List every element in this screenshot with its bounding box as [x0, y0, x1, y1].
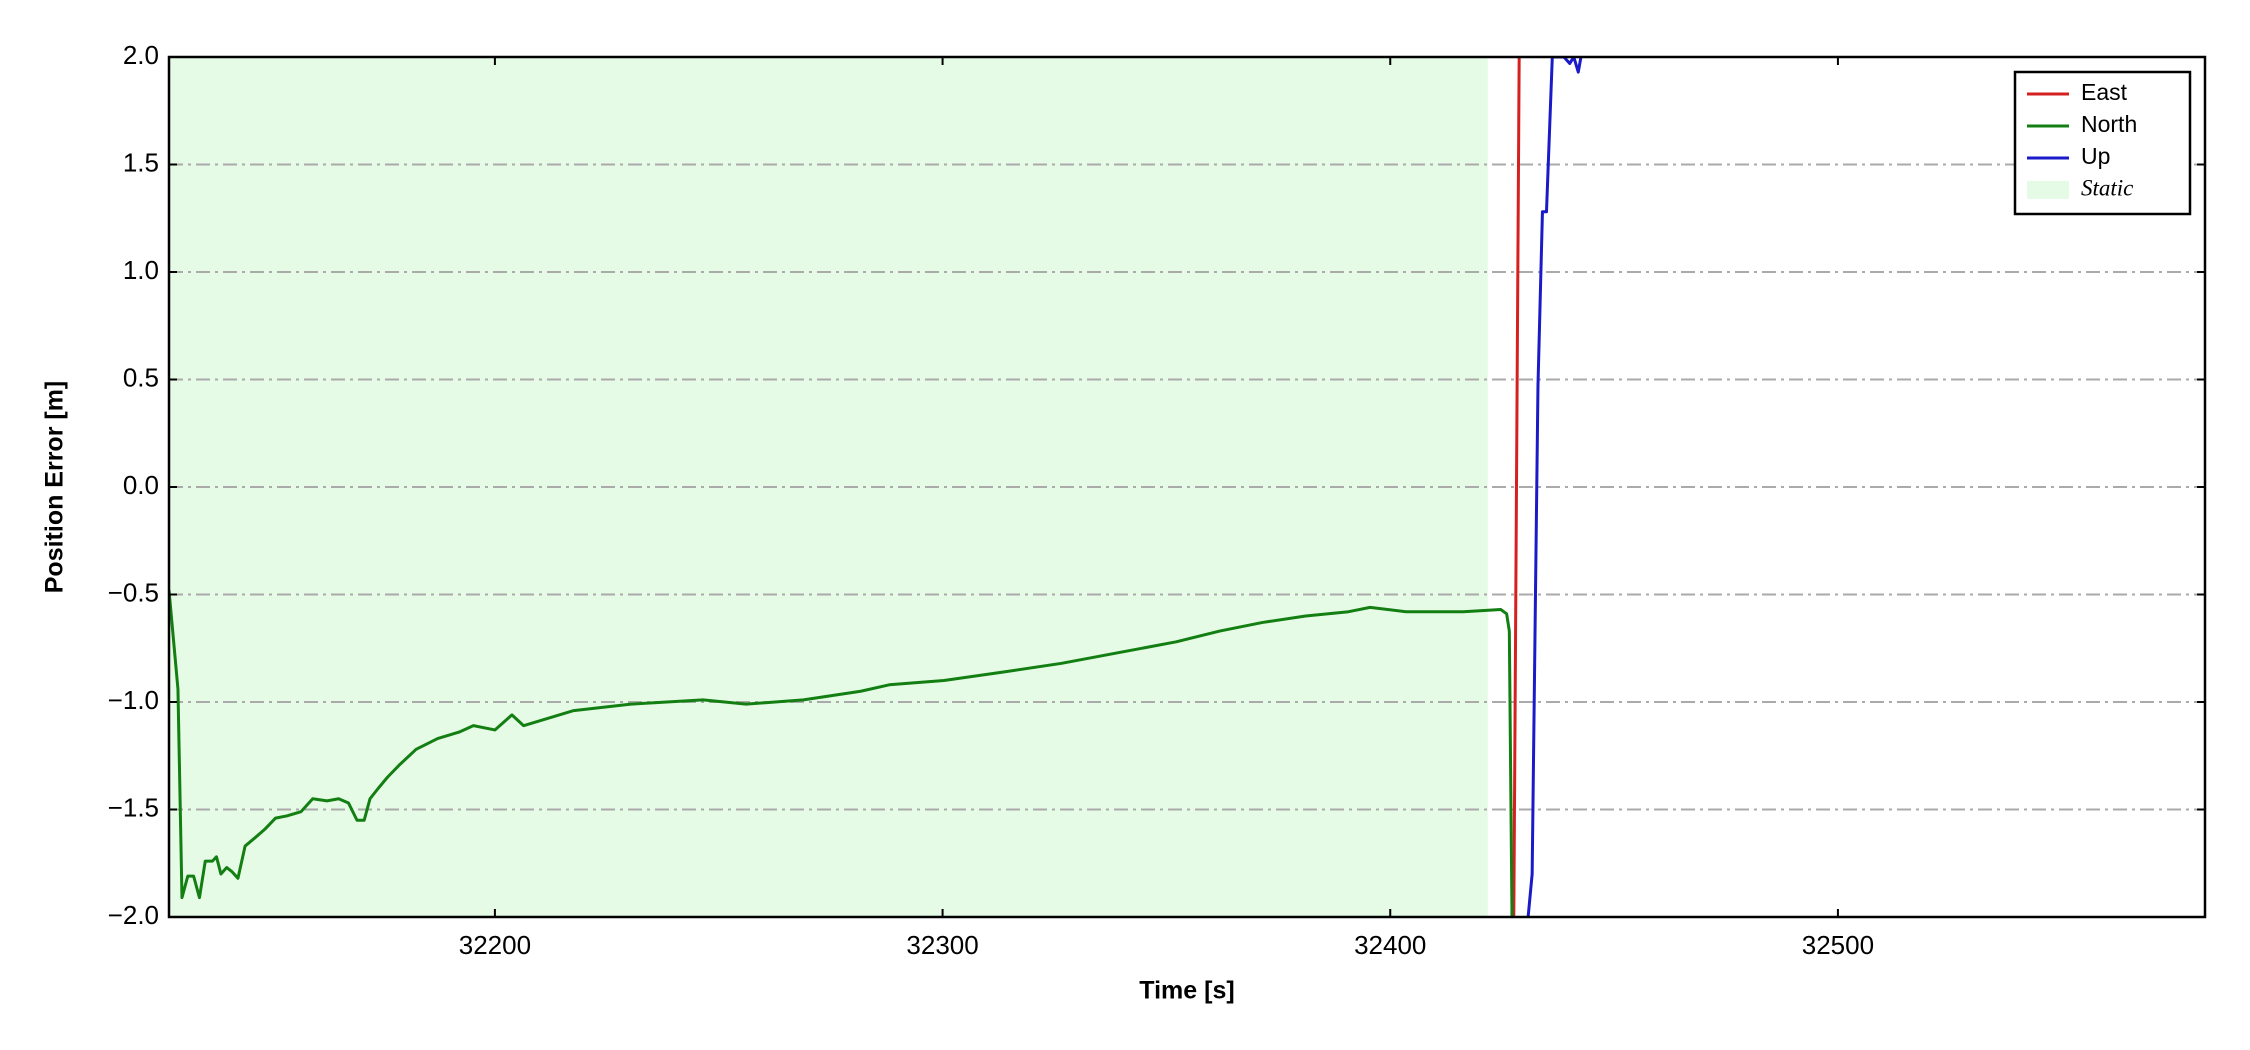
legend-label: East	[2081, 79, 2128, 105]
y-tick-label: −0.5	[108, 577, 159, 607]
legend: East North Up Static	[2013, 70, 2192, 216]
legend-label: North	[2081, 111, 2137, 137]
series-line	[169, 590, 1514, 917]
legend-label: Static	[2081, 175, 2133, 200]
y-tick-label: 1.5	[123, 147, 159, 177]
legend-swatch	[2027, 181, 2069, 199]
x-tick-label: 32400	[1354, 930, 1426, 960]
y-tick-label: −1.0	[108, 685, 159, 715]
legend-label: Up	[2081, 143, 2110, 169]
x-tick-label: 32200	[459, 930, 531, 960]
plot-area	[169, 57, 2205, 917]
y-tick-label: −1.5	[108, 792, 159, 822]
x-tick-label: 32500	[1802, 930, 1874, 960]
plot-frame	[167, 55, 2207, 919]
y-tick-label: 1.0	[123, 255, 159, 285]
series-line	[1512, 57, 1521, 917]
series-line	[1526, 57, 1583, 917]
y-tick-label: −2.0	[108, 900, 159, 930]
x-tick-label: 32300	[906, 930, 978, 960]
x-axis-label: Time [s]	[1139, 977, 1234, 1005]
y-tick-label: 0.0	[123, 470, 159, 500]
y-axis-label: Position Error [m]	[41, 381, 69, 594]
y-tick-label: 0.5	[123, 362, 159, 392]
legend-box	[2013, 70, 2192, 216]
y-tick-label: 2.0	[123, 40, 159, 70]
